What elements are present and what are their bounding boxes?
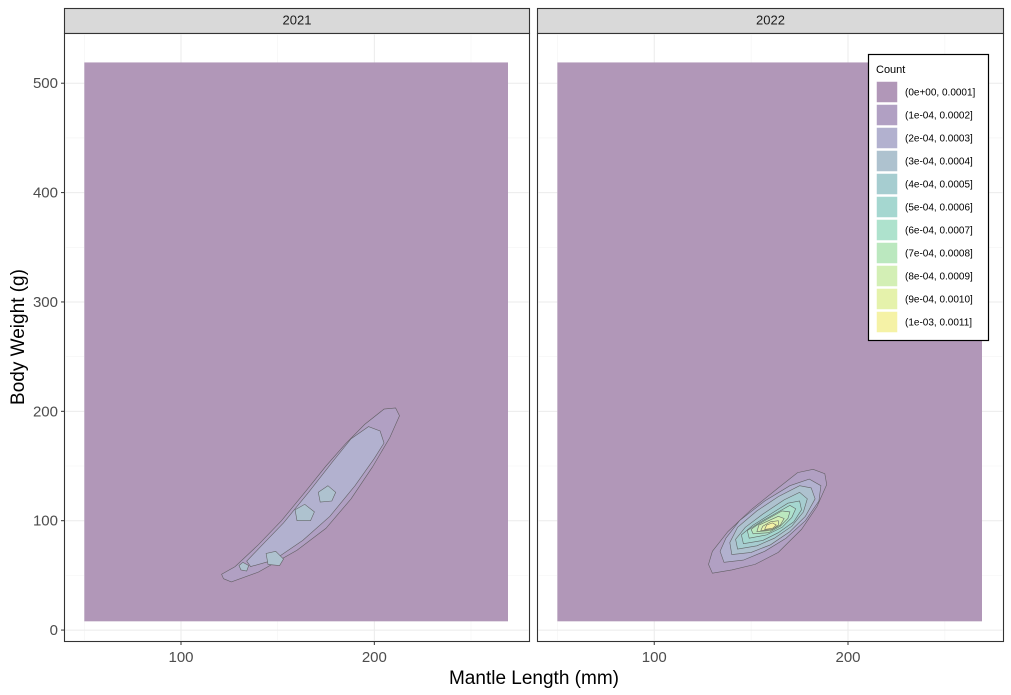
y-tick-label: 400 bbox=[33, 185, 58, 202]
strip-label-2022: 2022 bbox=[756, 12, 785, 27]
legend-key-border bbox=[875, 149, 899, 173]
legend-key-border bbox=[875, 264, 899, 288]
legend-label: (2e-04, 0.0003] bbox=[905, 134, 973, 145]
legend-key-border bbox=[875, 287, 899, 311]
panel-2021: 2021 bbox=[63, 7, 531, 643]
legend-key-border bbox=[875, 195, 899, 219]
legend-key-border bbox=[875, 103, 899, 127]
legend-key bbox=[876, 242, 898, 264]
legend-items: (0e+00, 0.0001] (1e-04, 0.0002] (2e-04, 0.… bbox=[875, 80, 976, 334]
density-band-10 bbox=[764, 522, 777, 530]
legend-key bbox=[876, 311, 898, 333]
legend-key-border bbox=[875, 172, 899, 196]
legend-key bbox=[876, 265, 898, 287]
legend-key-border bbox=[875, 241, 899, 265]
y-tick-label: 0 bbox=[50, 622, 58, 639]
density-band-3 bbox=[265, 550, 284, 566]
strip-label-2021: 2021 bbox=[283, 12, 312, 27]
legend-label: (8e-04, 0.0009] bbox=[905, 272, 973, 283]
strip-2022 bbox=[536, 7, 1005, 35]
x-tick-label: 100 bbox=[168, 649, 193, 666]
x-tick-label: 100 bbox=[642, 649, 667, 666]
density-band-3 bbox=[238, 561, 250, 572]
legend-key bbox=[876, 288, 898, 310]
legend-key bbox=[876, 196, 898, 218]
legend-key bbox=[876, 81, 898, 103]
legend-key bbox=[876, 219, 898, 241]
legend-label: (5e-04, 0.0006] bbox=[905, 203, 973, 214]
y-axis: 0 100 200 300 400 500 bbox=[33, 75, 65, 639]
legend-key-border bbox=[875, 310, 899, 334]
y-axis-title: Body Weight (g) bbox=[8, 269, 29, 405]
legend-label: (3e-04, 0.0004] bbox=[905, 157, 973, 168]
y-tick-label: 100 bbox=[33, 513, 58, 530]
legend-key-border bbox=[875, 80, 899, 104]
legend-label: (6e-04, 0.0007] bbox=[905, 226, 973, 237]
legend-label: (1e-04, 0.0002] bbox=[905, 111, 973, 122]
x-axis: 100 200 100 200 bbox=[168, 641, 861, 666]
density-band-3 bbox=[317, 485, 337, 503]
legend-key bbox=[876, 173, 898, 195]
legend-label: (9e-04, 0.0010] bbox=[905, 295, 973, 306]
y-tick-label: 200 bbox=[33, 403, 58, 420]
legend: Count (0e+00, 0.0001] (1e-04, 0.0002] (2e-… bbox=[867, 53, 990, 342]
legend-label: (4e-04, 0.0005] bbox=[905, 180, 973, 191]
x-tick-label: 200 bbox=[835, 649, 860, 666]
legend-key bbox=[876, 150, 898, 172]
legend-key bbox=[876, 104, 898, 126]
legend-label: (1e-03, 0.0011] bbox=[905, 318, 972, 329]
y-tick-label: 300 bbox=[33, 294, 58, 311]
density-band-3 bbox=[294, 503, 315, 522]
legend-label: (0e+00, 0.0001] bbox=[905, 88, 976, 99]
strip-2021 bbox=[63, 7, 531, 35]
legend-key bbox=[876, 127, 898, 149]
legend-key-border bbox=[875, 218, 899, 242]
x-tick-label: 200 bbox=[362, 649, 387, 666]
density-band-2 bbox=[246, 426, 385, 567]
legend-title: Count bbox=[876, 64, 905, 76]
y-tick-label: 500 bbox=[33, 75, 58, 92]
density-layers-2021 bbox=[65, 34, 529, 641]
x-axis-title: Mantle Length (mm) bbox=[449, 668, 619, 689]
legend-label: (7e-04, 0.0008] bbox=[905, 249, 973, 260]
legend-key-border bbox=[875, 126, 899, 150]
